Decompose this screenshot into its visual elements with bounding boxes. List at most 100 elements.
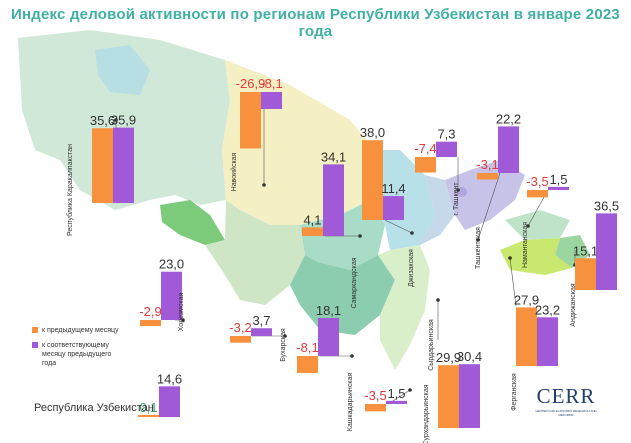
national-value-prev-year: 14,6 bbox=[157, 371, 182, 386]
region-9-value-prev-month: -7,4 bbox=[414, 141, 436, 156]
legend-label-prev-month: к предыдущему месяцу bbox=[42, 327, 119, 334]
map-region-surkhandarya bbox=[378, 245, 430, 370]
region-13-value-prev-month: 27,9 bbox=[514, 292, 539, 307]
region-0-name: Республика Каракалпакстан bbox=[66, 144, 74, 236]
map-region-namangan bbox=[505, 210, 570, 240]
region-10-name: Ташкентская bbox=[475, 227, 482, 269]
region-9-leader-dot bbox=[456, 188, 460, 192]
region-9-name: г. Ташкент bbox=[453, 182, 460, 216]
region-6-bar-prev-year bbox=[383, 196, 404, 220]
region-10-bar-prev-year bbox=[498, 126, 519, 173]
region-11-name: Наманганская bbox=[522, 222, 529, 268]
chart-title: Индекс деловой активности по регионам Ре… bbox=[11, 6, 620, 40]
region-1-value-prev-year: -8,1 bbox=[260, 76, 282, 91]
region-6-value-prev-month: 38,0 bbox=[360, 125, 385, 140]
region-8-bar-prev-year bbox=[459, 364, 480, 428]
region-4-bar-prev-year bbox=[251, 328, 272, 336]
region-7-bar-prev-year bbox=[386, 400, 407, 404]
national-bar-prev-year bbox=[159, 386, 180, 417]
region-5-leader-dot bbox=[350, 354, 354, 358]
region-13-value-prev-year: 23,2 bbox=[535, 302, 560, 317]
region-8-leader-dot bbox=[436, 298, 440, 302]
region-0-value-prev-year: 35,9 bbox=[111, 113, 136, 128]
region-1-bar-prev-month bbox=[240, 92, 261, 149]
region-11-value-prev-month: -3,5 bbox=[526, 174, 548, 189]
region-10-leader-line bbox=[477, 172, 501, 241]
national-bar-prev-month bbox=[138, 415, 159, 417]
region-4-leader-dot bbox=[283, 334, 287, 338]
region-9-value-prev-year: 7,3 bbox=[437, 127, 455, 142]
region-2-name: Хорезмская bbox=[178, 293, 185, 332]
legend-item-prev-month: к предыдущему месяцу bbox=[32, 326, 122, 335]
region-3-bar-prev-year bbox=[323, 164, 344, 236]
region-8-name: Сырдарьинская bbox=[428, 319, 435, 371]
cerr-logo: CERR CENTER FOR ECONOMIC RESEARCH AND RE… bbox=[528, 384, 604, 417]
region-1-name: Навоийская bbox=[230, 152, 238, 191]
region-12-bar-prev-month bbox=[575, 258, 596, 290]
region-1-bar-prev-year bbox=[261, 92, 282, 110]
national-value-prev-month: 0,1 bbox=[139, 400, 157, 415]
region-11-bar-prev-year bbox=[548, 186, 569, 190]
region-1-value-prev-month: -26,9 bbox=[236, 76, 266, 91]
region-6-bar-prev-month bbox=[362, 140, 383, 220]
region-6-leader-dot bbox=[410, 231, 414, 235]
region-11-value-prev-year: 1,5 bbox=[549, 172, 567, 187]
region-7-value-prev-year: 1,5 bbox=[387, 386, 405, 401]
region-11-leader-dot bbox=[526, 224, 530, 228]
region-0-bar-prev-month bbox=[92, 128, 113, 203]
map-region-bukhara bbox=[205, 200, 305, 305]
region-13-leader-dot bbox=[508, 256, 512, 260]
region-7-leader-dot bbox=[408, 388, 412, 392]
region-2-value-prev-year: 23,0 bbox=[159, 257, 184, 272]
region-3-bar-prev-month bbox=[302, 227, 323, 236]
region-7-bar-prev-month bbox=[365, 404, 386, 412]
map-region-tashkent bbox=[445, 160, 525, 230]
region-0-value-prev-month: 35,6 bbox=[90, 113, 115, 128]
region-12-value-prev-month: 15,1 bbox=[573, 243, 598, 258]
region-8-value-prev-month: 29,9 bbox=[436, 350, 461, 365]
map-region-karakalpakstan bbox=[18, 30, 230, 210]
region-6-leader-line bbox=[384, 219, 413, 234]
region-11-bar-prev-month bbox=[527, 190, 548, 198]
region-9-bar-prev-month bbox=[415, 157, 436, 173]
legend-swatch-prev-month bbox=[32, 327, 38, 333]
region-3-value-prev-year: 34,1 bbox=[321, 149, 346, 164]
legend-item-prev-year: к соответствующему месяцу предыдущего го… bbox=[32, 341, 122, 368]
region-0-bar-prev-year bbox=[113, 127, 134, 203]
region-2-bar-prev-year bbox=[161, 271, 182, 320]
region-3-name: Самаркандская bbox=[351, 257, 358, 308]
region-2-value-prev-month: -2,9 bbox=[139, 304, 161, 319]
region-4-name: Бухарская bbox=[280, 328, 287, 362]
region-1-leader-dot bbox=[262, 183, 266, 187]
region-0-leader-dot bbox=[114, 118, 118, 122]
region-7-value-prev-month: -3,5 bbox=[364, 388, 386, 403]
region-10-bar-prev-month bbox=[477, 173, 498, 180]
region-13-name: Ферганская bbox=[511, 373, 518, 411]
region-8-value-prev-year: 30,4 bbox=[457, 349, 482, 364]
region-3-leader-dot bbox=[358, 234, 362, 238]
national-label: Республика Узбекистан bbox=[34, 402, 154, 414]
region-2-bar-prev-month bbox=[140, 320, 161, 327]
region-12-value-prev-year: 36,5 bbox=[594, 198, 619, 213]
legend: к предыдущему месяцу к соответствующему … bbox=[32, 326, 122, 374]
region-5-bar-prev-month bbox=[297, 356, 318, 374]
region-5-value-prev-year: 18,1 bbox=[316, 303, 341, 318]
region-13-bar-prev-year bbox=[537, 317, 558, 366]
region-10-value-prev-month: -3,1 bbox=[476, 157, 498, 172]
region-4-value-prev-year: 3,7 bbox=[252, 313, 270, 328]
region-4-value-prev-month: -3,2 bbox=[229, 320, 251, 335]
map-region-khorezm bbox=[160, 200, 225, 245]
legend-label-prev-year: к соответствующему месяцу предыдущего го… bbox=[42, 342, 112, 367]
map-aral-sea bbox=[95, 45, 150, 95]
region-13-leader-line bbox=[509, 257, 517, 307]
region-2-leader-dot bbox=[181, 318, 185, 322]
region-7-name: Сурхандарьинская bbox=[423, 384, 430, 443]
region-9-bar-prev-year bbox=[436, 141, 457, 157]
region-5-value-prev-month: -8,1 bbox=[296, 340, 318, 355]
region-3-value-prev-month: 4,1 bbox=[303, 212, 321, 227]
region-6-value-prev-year: 11,4 bbox=[381, 181, 405, 196]
legend-swatch-prev-year bbox=[32, 342, 38, 348]
region-4-bar-prev-month bbox=[230, 336, 251, 343]
logo-subtitle: CENTER FOR ECONOMIC RESEARCH AND REFORMS bbox=[535, 409, 597, 417]
